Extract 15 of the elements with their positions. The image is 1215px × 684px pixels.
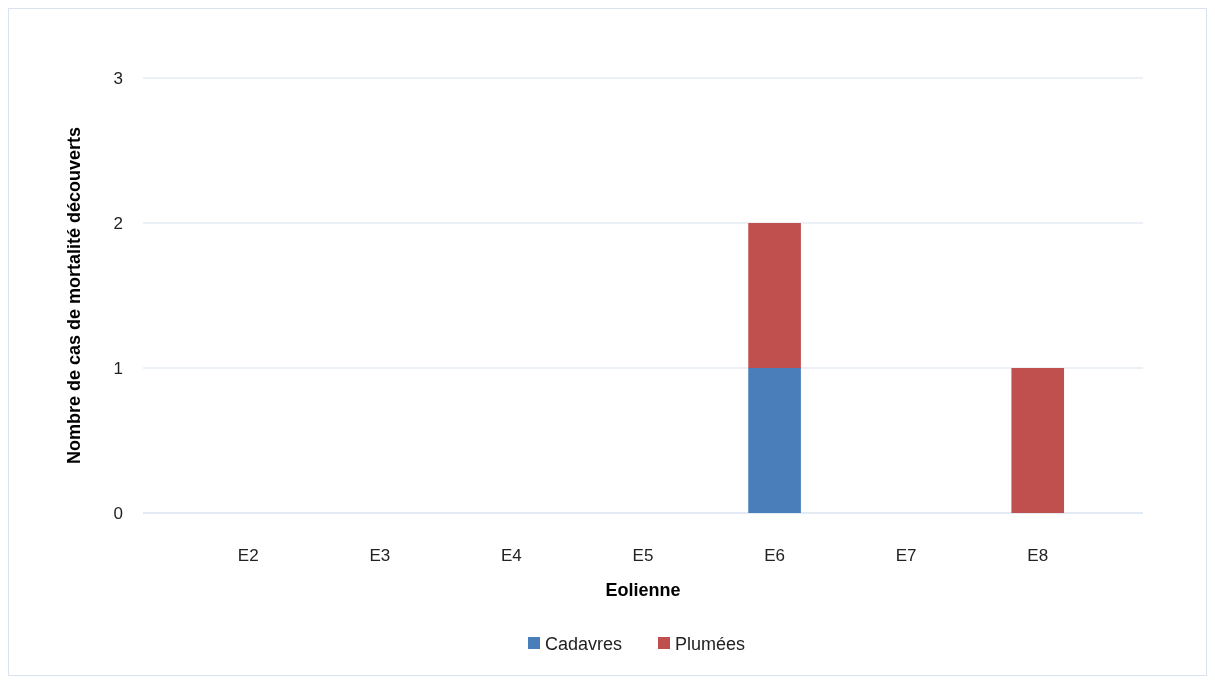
x-tick-label: E5 bbox=[632, 546, 654, 565]
legend-label: Cadavres bbox=[545, 634, 623, 655]
legend-label: Plumées bbox=[675, 634, 746, 655]
x-tick-label: E4 bbox=[501, 546, 522, 565]
y-tick-label: 3 bbox=[113, 68, 123, 88]
y-tick-label: 2 bbox=[113, 213, 123, 233]
x-tick-label: E8 bbox=[1027, 546, 1049, 565]
y-tick-label: 1 bbox=[113, 358, 123, 378]
y-tick-label: 0 bbox=[113, 503, 123, 523]
y-axis-title: Nombre de cas de mortalité découverts bbox=[64, 126, 84, 465]
x-tick-label: E2 bbox=[237, 546, 259, 565]
x-tick-label: E3 bbox=[369, 546, 391, 565]
x-axis-title: Eolienne bbox=[605, 580, 681, 600]
x-tick-label: E6 bbox=[764, 546, 785, 565]
x-tick-label: E7 bbox=[895, 546, 917, 565]
